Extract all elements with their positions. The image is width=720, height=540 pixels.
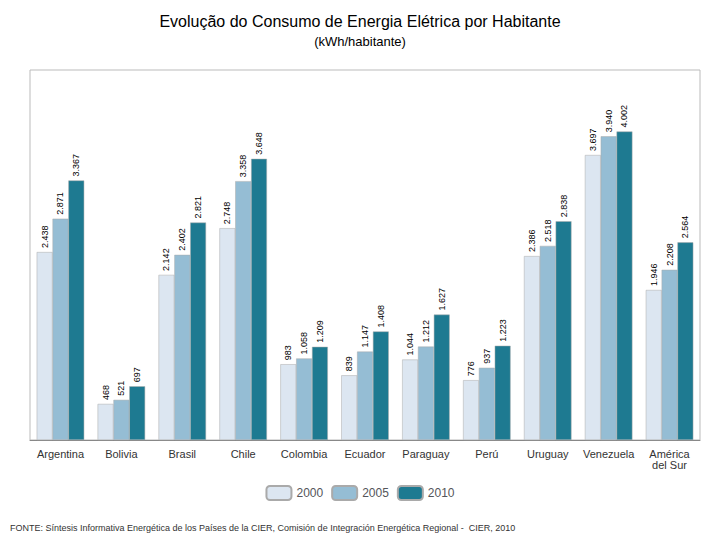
svg-text:2.871: 2.871 [55,192,65,215]
svg-text:937: 937 [482,349,492,364]
svg-text:Paraguay: Paraguay [402,448,450,460]
svg-text:2.518: 2.518 [543,219,553,242]
svg-text:Ecuador: Ecuador [345,448,386,460]
svg-text:4.002: 4.002 [619,105,629,128]
svg-text:1.209: 1.209 [315,320,325,343]
svg-text:2.402: 2.402 [177,228,187,251]
svg-text:Bolivia: Bolivia [105,448,138,460]
svg-text:1.058: 1.058 [299,332,309,355]
svg-text:3.367: 3.367 [71,154,81,177]
svg-text:2000: 2000 [296,486,323,500]
svg-text:776: 776 [466,361,476,376]
svg-text:1.946: 1.946 [649,263,659,286]
svg-text:839: 839 [344,356,354,371]
svg-text:521: 521 [116,381,126,396]
svg-text:3.697: 3.697 [588,128,598,151]
svg-text:Uruguay: Uruguay [527,448,569,460]
svg-text:1.212: 1.212 [421,320,431,343]
svg-text:697: 697 [132,367,142,382]
svg-text:del Sur: del Sur [652,459,687,471]
svg-text:3.940: 3.940 [604,110,614,133]
svg-text:2.386: 2.386 [527,230,537,253]
svg-text:2010: 2010 [428,486,455,500]
svg-text:983: 983 [283,345,293,360]
svg-text:1.627: 1.627 [437,288,447,311]
svg-text:3.648: 3.648 [254,132,264,155]
svg-text:1.223: 1.223 [498,319,508,342]
svg-text:América: América [649,447,690,460]
svg-text:Perú: Perú [475,448,498,460]
svg-text:Venezuela: Venezuela [583,448,635,460]
svg-text:Evolução do Consumo de Energia: Evolução do Consumo de Energia Elétrica … [159,13,560,30]
svg-text:Chile: Chile [231,448,256,460]
svg-text:2.564: 2.564 [680,216,690,239]
svg-text:Colombia: Colombia [281,448,328,460]
svg-text:2005: 2005 [362,486,389,500]
svg-text:2.821: 2.821 [193,196,203,219]
svg-text:(kWh/habitante): (kWh/habitante) [314,34,406,49]
svg-text:3.358: 3.358 [238,155,248,178]
svg-text:Argentina: Argentina [37,448,85,460]
svg-text:1.147: 1.147 [360,325,370,348]
svg-text:1.044: 1.044 [405,333,415,356]
svg-text:FONTE: Síntesis Informativa En: FONTE: Síntesis Informativa Energética d… [10,523,515,533]
svg-text:468: 468 [101,385,111,400]
svg-text:2.838: 2.838 [559,195,569,218]
svg-text:2.438: 2.438 [40,226,50,249]
svg-text:2.748: 2.748 [222,202,232,225]
svg-text:Brasil: Brasil [169,448,197,460]
svg-text:2.208: 2.208 [665,243,675,266]
svg-text:2.142: 2.142 [161,248,171,271]
svg-text:1.408: 1.408 [376,305,386,328]
